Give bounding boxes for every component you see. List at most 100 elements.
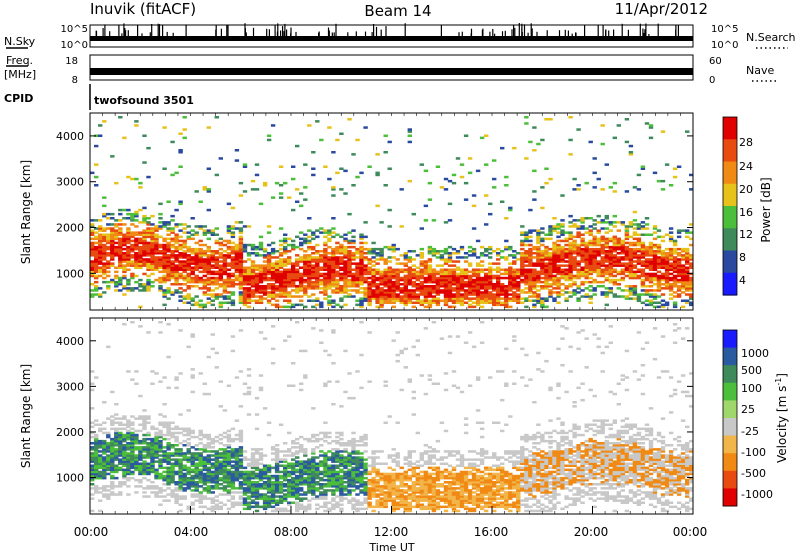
power-cell (383, 297, 388, 300)
power-cell (359, 256, 364, 259)
power-cell (166, 247, 171, 251)
power-cell (126, 245, 131, 249)
power-cell (536, 293, 541, 296)
power-cell (379, 278, 384, 282)
power-cell (624, 237, 630, 241)
power-cell (592, 293, 597, 296)
velocity-cell (190, 489, 195, 492)
velocity-cell (182, 466, 187, 470)
velocity-cell (110, 452, 115, 455)
power-cell (387, 299, 392, 302)
power-cell (98, 256, 103, 259)
power-cell (628, 289, 634, 292)
power-cell (463, 285, 469, 288)
power-cell (246, 266, 252, 269)
power-cell (644, 262, 650, 265)
nsky-spike (531, 28, 533, 37)
power-cbar-tick-24: 24 (739, 160, 753, 173)
power-cell (238, 266, 244, 269)
power-cell (158, 227, 163, 230)
power-cell (90, 264, 95, 267)
velocity-cell (166, 483, 171, 486)
velocity-cell (114, 439, 119, 443)
power-cell (355, 138, 360, 142)
power-cell (343, 268, 348, 271)
power-cell (90, 237, 95, 241)
power-cell (315, 250, 320, 253)
velocity-cell (90, 497, 95, 500)
velocity-cell (166, 470, 171, 474)
power-cell (375, 173, 380, 177)
power-cell (475, 285, 481, 288)
power-cell (367, 262, 372, 265)
power-cell (210, 280, 215, 284)
power-cell (327, 256, 332, 259)
power-cell (262, 264, 268, 267)
velocity-cell (226, 470, 232, 474)
power-cell (311, 231, 316, 234)
power-cell (170, 268, 175, 271)
power-cell (644, 303, 650, 307)
power-cell (118, 243, 123, 247)
power-cell (475, 291, 481, 294)
power-cell (580, 243, 585, 247)
power-cell (632, 276, 638, 280)
velocity-cell (230, 474, 236, 478)
nsky-spike (141, 33, 143, 37)
power-cell (379, 297, 384, 300)
power-cell (689, 237, 694, 241)
power-cell (471, 283, 477, 286)
power-cell (596, 274, 601, 278)
power-cell (335, 272, 340, 276)
power-cell (540, 237, 545, 241)
power-cell (588, 258, 593, 261)
power-cell (508, 274, 513, 278)
power-cell (319, 250, 324, 253)
power-cell (592, 243, 597, 247)
power-cell (162, 270, 167, 274)
power-cell (118, 231, 123, 234)
power-cell (640, 283, 646, 286)
power-cell (355, 299, 360, 302)
power-cell (134, 254, 139, 257)
power-cell (584, 256, 589, 259)
power-cell (138, 278, 143, 282)
power-cell (315, 272, 320, 276)
power-cell (371, 285, 376, 288)
power-cell (560, 254, 565, 257)
power-cell (411, 268, 416, 271)
velocity-cell (130, 462, 135, 465)
velocity-cell (134, 435, 139, 439)
power-cell (291, 285, 296, 288)
power-cell (154, 225, 159, 228)
power-cell (170, 214, 175, 218)
velocity-cell (226, 472, 232, 476)
power-cell (431, 268, 437, 271)
power-cell (347, 278, 352, 282)
power-cell (423, 291, 429, 294)
power-cell (210, 299, 215, 302)
velocity-cell (138, 417, 143, 420)
power-cell (419, 299, 424, 302)
power-cell (355, 280, 360, 284)
nsky-spike (584, 25, 586, 37)
power-cell (186, 258, 191, 261)
power-cell (532, 272, 537, 276)
velocity-cell (130, 321, 135, 324)
power-cell (130, 262, 135, 265)
power-cell (427, 295, 433, 298)
power-cell (620, 276, 625, 280)
power-cell (114, 181, 119, 185)
velocity-cell (134, 458, 139, 461)
power-cell (628, 252, 634, 255)
velocity-cell (206, 487, 211, 490)
power-cell (576, 299, 581, 302)
velocity-cell (90, 442, 95, 445)
power-cell (439, 186, 445, 189)
power-cell (484, 283, 489, 286)
power-cell (652, 260, 658, 263)
power-cell (339, 243, 344, 247)
velocity-cell (202, 392, 207, 396)
nsky-spike (274, 24, 276, 37)
power-cell (608, 237, 613, 241)
